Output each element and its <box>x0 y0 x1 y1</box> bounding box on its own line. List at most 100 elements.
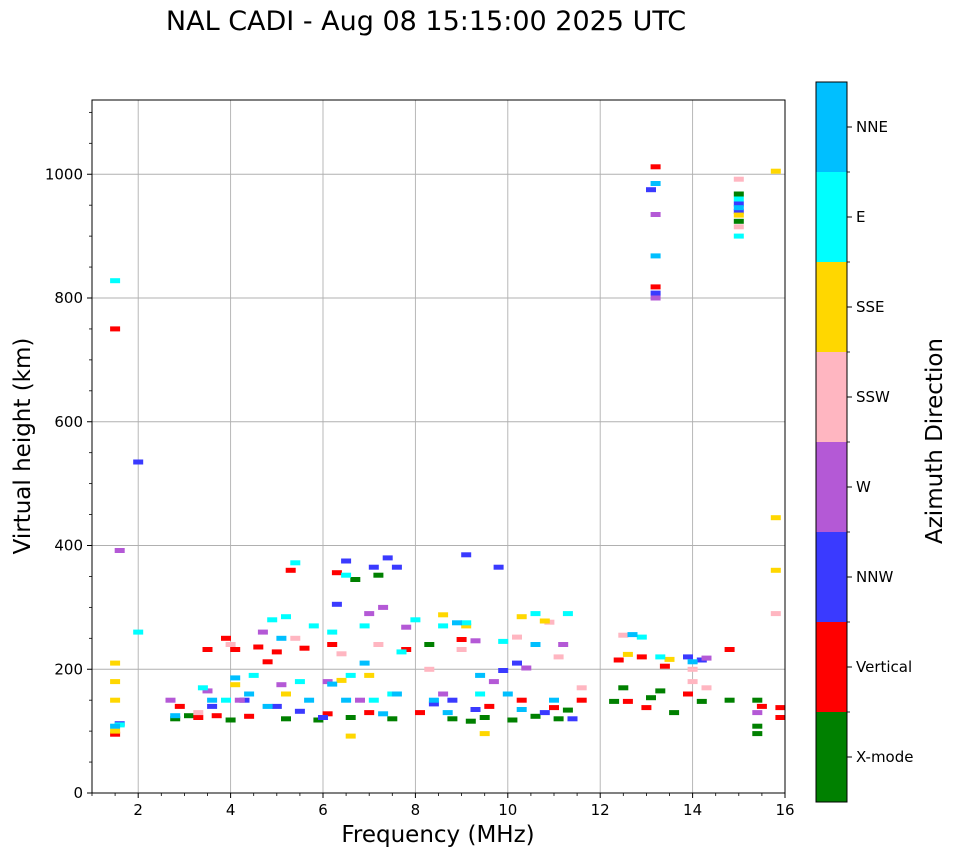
echo-point <box>230 675 241 681</box>
echo-point <box>553 716 564 722</box>
echo-point <box>461 623 472 629</box>
echo-point <box>733 201 744 207</box>
y-tick-label: 600 <box>54 413 83 431</box>
echo-point <box>646 187 656 193</box>
echo-point <box>221 635 231 641</box>
y-tick-label: 800 <box>54 289 83 307</box>
echo-point <box>304 697 315 703</box>
echo-point <box>438 623 449 629</box>
echo-point <box>733 196 744 202</box>
echo-point <box>775 705 786 711</box>
echo-point <box>558 642 569 647</box>
colorbar-segment <box>816 352 847 442</box>
echo-point <box>253 644 264 650</box>
plot-frame <box>91 99 786 794</box>
echo-point <box>110 728 121 734</box>
echo-point <box>456 647 467 652</box>
echo-point <box>378 711 389 717</box>
echo-point <box>133 629 144 635</box>
echo-point <box>345 733 356 739</box>
echo-point <box>655 654 666 660</box>
echo-point <box>336 677 347 683</box>
echo-point <box>174 703 185 709</box>
colorbar-tick-label: X-mode <box>856 748 913 766</box>
echo-point <box>530 611 541 617</box>
echo-point <box>452 620 462 626</box>
echo-point <box>512 660 522 666</box>
colorbar-label: Azimuth Direction <box>922 338 948 544</box>
echo-point <box>641 705 652 711</box>
echo-point <box>465 718 476 724</box>
echo-point <box>336 651 347 657</box>
y-axis-label: Virtual height (km) <box>10 338 36 555</box>
echo-point <box>479 715 490 720</box>
echo-point <box>281 614 291 620</box>
echo-point <box>327 681 338 687</box>
echo-point <box>359 623 370 629</box>
echo-point <box>613 657 624 663</box>
echo-point <box>193 715 204 720</box>
echo-point <box>202 647 213 652</box>
echo-point <box>733 191 744 197</box>
echo-point <box>133 459 144 465</box>
colorbar-segment <box>816 172 847 262</box>
echo-point <box>733 208 744 214</box>
echo-point <box>549 705 559 711</box>
echo-point <box>502 691 513 697</box>
echo-point <box>391 691 402 697</box>
echo-point <box>733 176 744 182</box>
echo-point <box>165 697 176 703</box>
echo-point <box>696 698 707 704</box>
echo-point <box>498 668 509 673</box>
echo-point <box>701 685 712 691</box>
colorbar-segment <box>816 442 847 532</box>
echo-point <box>110 278 121 284</box>
echo-point <box>567 716 578 722</box>
echo-point <box>364 672 375 678</box>
echo-point <box>350 577 361 582</box>
echo-point <box>110 326 121 332</box>
echo-point <box>415 710 425 716</box>
colorbar-tick-label: NNE <box>856 118 888 136</box>
echo-point <box>461 552 472 558</box>
x-tick-label: 12 <box>591 801 610 819</box>
echo-point <box>401 624 412 630</box>
echo-point <box>373 572 384 578</box>
colorbar-segment <box>816 712 847 802</box>
echo-point <box>276 682 287 688</box>
echo-point <box>475 672 486 678</box>
echo-point <box>281 716 291 722</box>
echo-point <box>724 697 735 703</box>
echo-point <box>355 697 365 703</box>
echo-point <box>627 632 638 638</box>
echo-point <box>290 560 301 566</box>
echo-point <box>373 642 384 647</box>
echo-point <box>211 713 222 719</box>
echo-point <box>327 629 338 635</box>
echo-point <box>733 205 744 211</box>
echo-point <box>322 711 333 717</box>
x-tick-label: 4 <box>226 801 236 819</box>
echo-point <box>424 642 435 647</box>
echo-point <box>281 691 291 697</box>
echo-point <box>770 168 781 174</box>
echo-point <box>650 164 661 170</box>
echo-point <box>428 701 439 707</box>
echo-point <box>576 697 587 703</box>
x-tick-label: 2 <box>133 801 143 819</box>
echo-point <box>387 716 398 722</box>
echo-point <box>364 710 375 716</box>
colorbar-segment <box>816 622 847 712</box>
echo-point <box>410 617 421 623</box>
echo-point <box>733 224 744 230</box>
echo-point <box>294 708 305 714</box>
echo-point <box>184 713 194 719</box>
echo-point <box>622 651 633 657</box>
echo-point <box>345 715 356 720</box>
echo-point <box>447 716 458 722</box>
echo-point <box>110 679 121 685</box>
echo-point <box>114 548 125 553</box>
echo-point <box>230 647 241 652</box>
echo-point <box>391 564 402 570</box>
